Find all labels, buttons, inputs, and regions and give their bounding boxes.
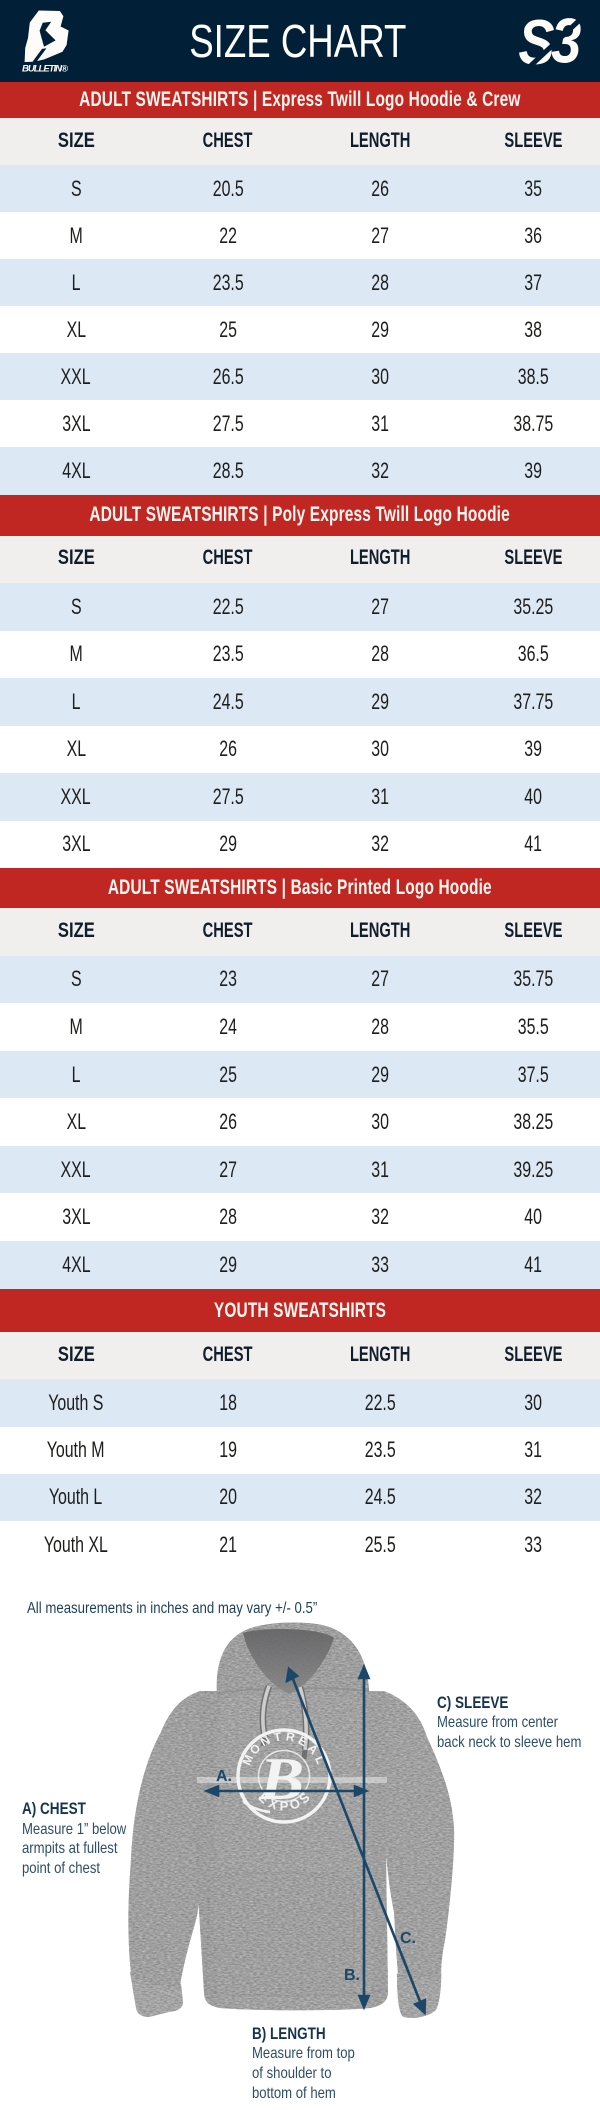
svg-text:O: O bbox=[287, 1795, 302, 1813]
svg-text:T: T bbox=[273, 1729, 283, 1744]
svg-text:B: B bbox=[258, 1745, 304, 1812]
svg-text:P: P bbox=[280, 1799, 289, 1814]
svg-text:BULLETIN®: BULLETIN® bbox=[22, 64, 68, 75]
svg-text:R: R bbox=[285, 1729, 296, 1744]
